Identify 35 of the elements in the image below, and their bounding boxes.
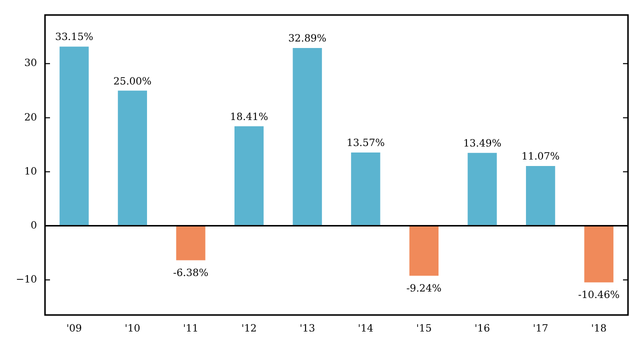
x-tick-label: '17 [532, 324, 548, 335]
data-label: 18.41% [230, 112, 268, 123]
x-tick-label: '15 [416, 324, 432, 335]
data-label: -9.24% [406, 283, 442, 294]
y-tick-label: 10 [24, 166, 37, 178]
bar [526, 166, 556, 226]
y-tick-label: 0 [30, 220, 37, 232]
data-label: -6.38% [173, 268, 208, 279]
bar [468, 152, 497, 226]
data-label: 33.15% [55, 32, 94, 44]
y-tick-label: 30 [24, 58, 37, 70]
x-tick-label: '09 [66, 324, 82, 335]
data-label: 11.07% [521, 152, 560, 163]
bar [351, 152, 380, 226]
y-tick-label: −10 [16, 274, 37, 286]
x-tick-label: '13 [300, 324, 316, 335]
x-tick-label: '16 [474, 324, 490, 335]
bar [118, 90, 148, 226]
bar [60, 46, 89, 226]
data-label: 13.57% [346, 138, 385, 150]
data-label: -10.46% [578, 290, 620, 301]
bar [409, 226, 439, 276]
x-tick-label: '10 [124, 324, 140, 335]
bar [234, 126, 264, 226]
bar [584, 226, 614, 282]
bar [176, 226, 206, 260]
x-tick-label: '14 [358, 324, 374, 335]
data-label: 32.89% [288, 34, 326, 45]
x-tick-label: '11 [183, 324, 198, 335]
x-tick-label: '18 [591, 324, 607, 335]
data-label: 25.00% [113, 76, 152, 88]
data-label: 13.49% [463, 138, 502, 150]
y-tick-label: 20 [24, 112, 37, 124]
bar [292, 48, 322, 226]
x-tick-label: '12 [241, 324, 257, 335]
